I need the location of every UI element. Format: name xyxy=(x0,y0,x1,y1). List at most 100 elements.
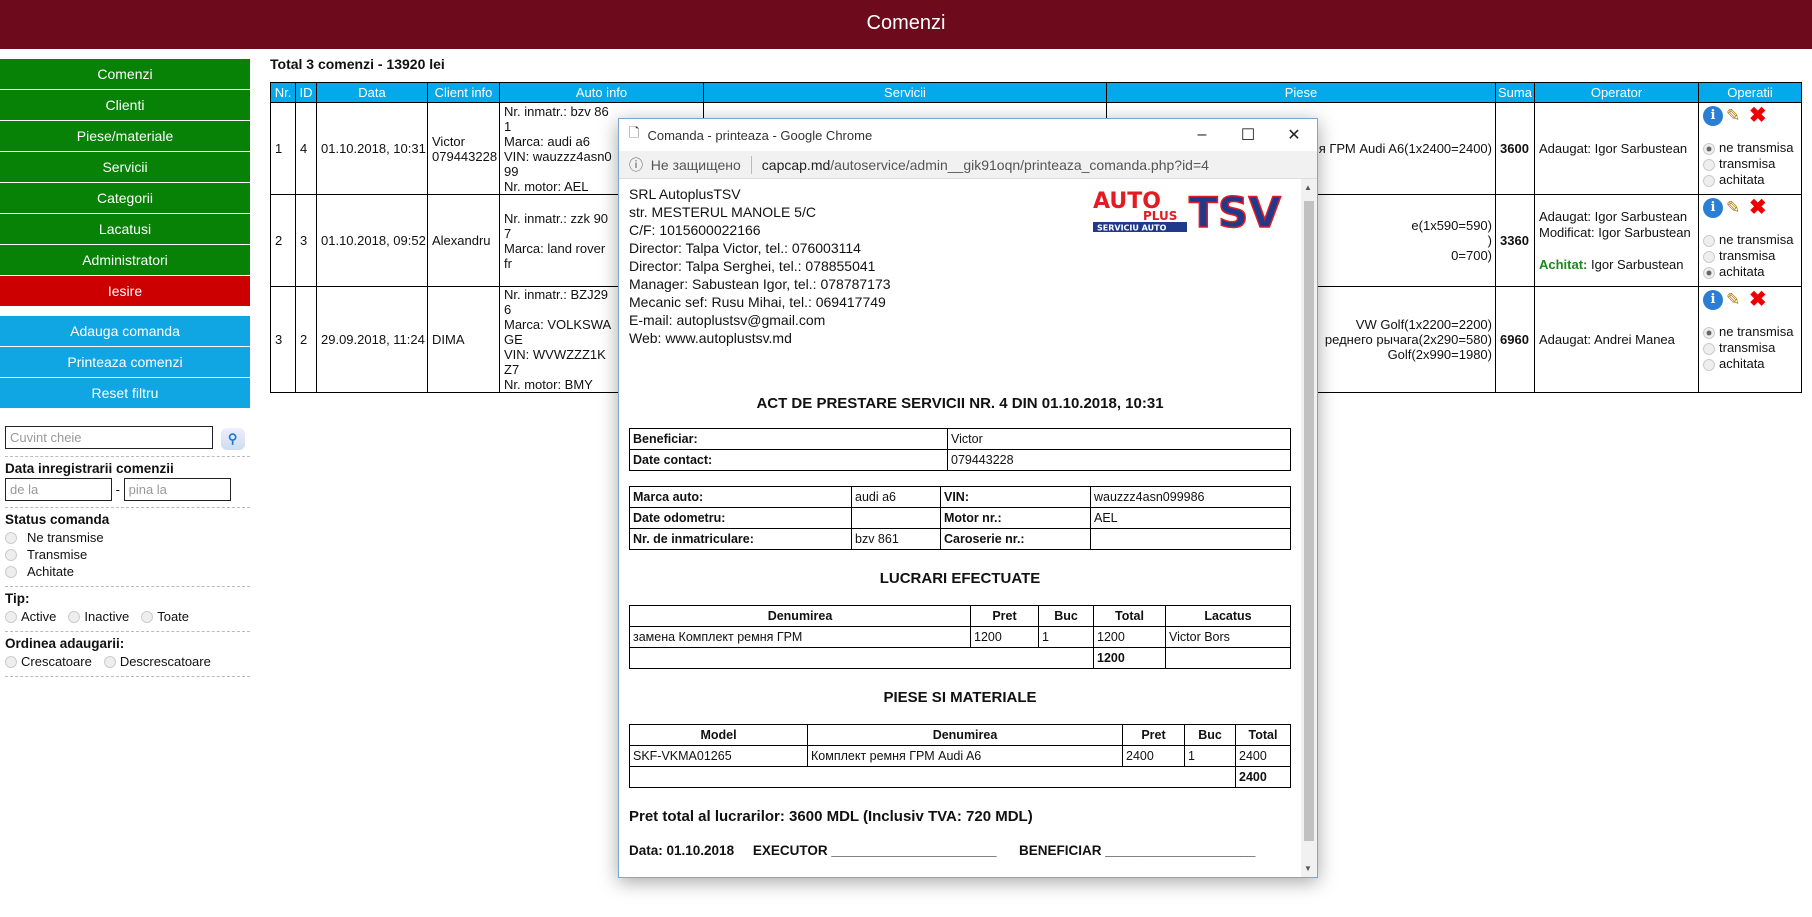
status-label: ne transmisa xyxy=(1719,324,1794,339)
sidebar-item-lacatusi[interactable]: Lacatusi xyxy=(0,214,250,244)
status-option-achitata[interactable]: achitata xyxy=(1703,356,1797,372)
radio-achitate[interactable] xyxy=(5,566,17,579)
maximize-button[interactable]: ☐ xyxy=(1240,127,1256,144)
status-radio[interactable] xyxy=(1703,342,1715,355)
sidebar-item-servicii[interactable]: Servicii xyxy=(0,152,250,182)
delete-icon[interactable]: ✖ xyxy=(1749,196,1767,219)
table-row: Nr. de inmatriculare: bzv 861 Caroserie nr… xyxy=(629,528,1291,550)
sidebar-item-piese-materiale[interactable]: Piese/materiale xyxy=(0,121,250,151)
filters-panel: ⚲ Data inregistrarii comenzii - Status c… xyxy=(0,422,250,677)
table-cell: Model xyxy=(629,724,808,746)
popup-titlebar: 🗋 Comanda - printeaza - Google Chrome – … xyxy=(619,119,1317,151)
table-cell xyxy=(1165,647,1291,669)
radio-ne-transmise[interactable] xyxy=(5,532,17,545)
operator-line: Adaugat: Igor Sarbustean xyxy=(1539,141,1694,157)
edit-pencil-icon[interactable]: ✎ xyxy=(1726,290,1741,309)
table-cell: Pret xyxy=(1122,724,1185,746)
sidebar-item-clienti[interactable]: Clienti xyxy=(0,90,250,120)
auto-info-line: VIN: wauzzz4asn099 xyxy=(504,148,612,179)
filter-option-descrescatoare[interactable]: Descrescatoare xyxy=(103,654,211,669)
col-header-auto-info: Auto info xyxy=(499,82,704,103)
printeaza-comenzi-button[interactable]: Printeaza comenzi xyxy=(0,347,250,377)
operator-text: Igor Sarbustean xyxy=(1587,256,1684,272)
radio-descrescatoare[interactable] xyxy=(103,656,116,669)
svg-text:TSV: TSV xyxy=(1189,188,1281,233)
status-option-ne-transmisa[interactable]: ne transmisa xyxy=(1703,324,1797,340)
table-cell: Pret xyxy=(970,605,1039,627)
logout-button[interactable]: Iesire xyxy=(0,276,250,306)
popup-scrollbar[interactable]: ▲ ▼ xyxy=(1301,179,1317,877)
info-icon[interactable]: ⓘ xyxy=(629,156,643,173)
status-radio[interactable] xyxy=(1703,358,1715,371)
edit-pencil-icon[interactable]: ✎ xyxy=(1726,106,1741,125)
keyword-search-input[interactable] xyxy=(5,426,213,449)
status-option-transmisa[interactable]: transmisa xyxy=(1703,248,1797,264)
status-radio[interactable] xyxy=(1703,250,1715,263)
filter-option-toate[interactable]: Toate xyxy=(141,609,189,624)
address-bar[interactable]: ⓘ Не защищено capcap.md/autoservice/admi… xyxy=(619,151,1317,179)
search-icon[interactable]: ⚲ xyxy=(220,427,245,450)
status-radio[interactable] xyxy=(1703,326,1715,339)
reset-filtru-button[interactable]: Reset filtru xyxy=(0,378,250,408)
radio-crescatoare[interactable] xyxy=(5,656,17,669)
table-cell: Date contact: xyxy=(629,449,948,471)
status-radio[interactable] xyxy=(1703,142,1715,155)
info-icon[interactable]: i xyxy=(1703,198,1723,218)
status-option-ne-transmisa[interactable]: ne transmisa xyxy=(1703,232,1797,248)
status-option-achitata[interactable]: achitata xyxy=(1703,172,1797,188)
status-radio-group: ne transmisa transmisa achitata xyxy=(1703,140,1797,188)
sidebar-item-categorii[interactable]: Categorii xyxy=(0,183,250,213)
col-header-operator: Operator xyxy=(1534,82,1699,103)
client-info-line: DIMA xyxy=(432,332,465,347)
autoplus-tsv-logo: AUTO PLUS SERVICIU AUTO TSV xyxy=(1093,187,1282,233)
radio-transmise[interactable] xyxy=(5,549,17,562)
radio-active[interactable] xyxy=(5,611,17,624)
minimize-button[interactable]: – xyxy=(1197,126,1207,143)
table-cell: Beneficiar: xyxy=(629,428,948,450)
filter-option-crescatoare[interactable]: Crescatoare xyxy=(5,654,92,669)
delete-icon[interactable]: ✖ xyxy=(1749,288,1767,311)
status-filter-title: Status comanda xyxy=(5,511,110,527)
filter-option-transmise[interactable]: Transmise xyxy=(5,546,250,563)
table-row: Beneficiar: Victor xyxy=(629,428,1291,450)
table-cell: 2400 xyxy=(1235,745,1291,767)
operations: i ✎ ✖ ne transmisa transmisa achitata xyxy=(1698,102,1802,195)
close-button[interactable]: ✕ xyxy=(1287,127,1301,144)
adauga-comanda-button[interactable]: Adauga comanda xyxy=(0,316,250,346)
filter-option-ne-transmise[interactable]: Ne transmise xyxy=(5,529,250,546)
table-cell xyxy=(851,507,941,529)
row-date: 01.10.2018, 10:31 xyxy=(316,102,428,195)
table-row: Date odometru: Motor nr.: AEL xyxy=(629,507,1291,529)
status-radio[interactable] xyxy=(1703,158,1715,171)
status-radio[interactable] xyxy=(1703,174,1715,187)
status-radio[interactable] xyxy=(1703,234,1715,247)
status-label: achitata xyxy=(1719,172,1765,187)
radio-toate[interactable] xyxy=(141,611,154,624)
filter-option-inactive[interactable]: Inactive xyxy=(68,609,129,624)
operator-line: Adaugat: Andrei Manea xyxy=(1539,332,1694,348)
status-label: transmisa xyxy=(1719,156,1776,171)
info-icon[interactable]: i xyxy=(1703,290,1723,310)
filter-option-achitate[interactable]: Achitate xyxy=(5,563,250,580)
status-option-ne-transmisa[interactable]: ne transmisa xyxy=(1703,140,1797,156)
client-info-line: 079443228 xyxy=(432,148,498,164)
status-option-transmisa[interactable]: transmisa xyxy=(1703,340,1797,356)
date-to-input[interactable] xyxy=(123,477,231,501)
col-header-data: Data xyxy=(316,82,428,103)
radio-inactive[interactable] xyxy=(68,611,81,624)
delete-icon[interactable]: ✖ xyxy=(1749,104,1767,127)
date-from-input[interactable] xyxy=(5,477,112,501)
sidebar-item-administratori[interactable]: Administratori xyxy=(0,245,250,275)
edit-pencil-icon[interactable]: ✎ xyxy=(1726,198,1741,217)
filter-option-active[interactable]: Active xyxy=(5,609,56,624)
option-label: Ne transmise xyxy=(27,529,104,545)
status-radio[interactable] xyxy=(1703,266,1715,279)
sidebar-item-comenzi[interactable]: Comenzi xyxy=(0,59,250,89)
status-option-achitata[interactable]: achitata xyxy=(1703,264,1797,280)
table-cell: VIN: xyxy=(940,486,1091,508)
parts-info-line: реднего рычага(2x290=580) xyxy=(1324,332,1492,347)
info-icon[interactable]: i xyxy=(1703,106,1723,126)
grand-total: Pret total al lucrarilor: 3600 MDL (Incl… xyxy=(629,808,1033,825)
company-line: Manager: Sabustean Igor, tel.: 078787173 xyxy=(629,276,891,292)
status-option-transmisa[interactable]: transmisa xyxy=(1703,156,1797,172)
